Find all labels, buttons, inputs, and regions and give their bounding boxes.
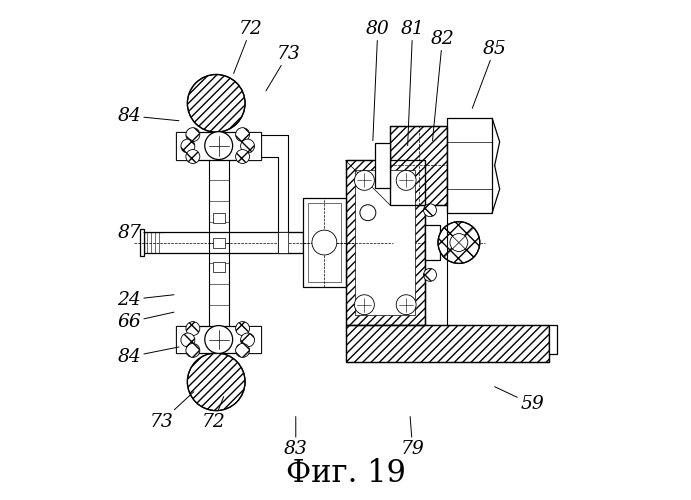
- Text: 84: 84: [117, 347, 179, 366]
- Circle shape: [186, 128, 200, 141]
- Bar: [213, 212, 225, 222]
- Bar: [176, 326, 261, 353]
- Circle shape: [424, 204, 437, 216]
- Bar: [140, 228, 144, 256]
- Text: 73: 73: [266, 44, 300, 91]
- Bar: [246, 132, 261, 160]
- Circle shape: [354, 294, 375, 314]
- Bar: [213, 262, 225, 272]
- Circle shape: [424, 268, 437, 281]
- Text: 82: 82: [430, 30, 455, 140]
- Text: 85: 85: [472, 40, 507, 108]
- Bar: [303, 198, 346, 288]
- Circle shape: [240, 139, 254, 153]
- Circle shape: [181, 139, 195, 153]
- Text: 87: 87: [117, 224, 164, 242]
- Circle shape: [187, 353, 245, 410]
- Circle shape: [438, 222, 480, 264]
- Circle shape: [396, 170, 416, 190]
- Circle shape: [186, 344, 200, 357]
- Bar: [308, 203, 341, 282]
- Bar: [176, 132, 191, 160]
- Bar: [346, 160, 425, 324]
- Circle shape: [396, 294, 416, 314]
- Bar: [144, 232, 303, 253]
- Circle shape: [236, 128, 249, 141]
- Circle shape: [186, 322, 200, 336]
- Text: 84: 84: [117, 107, 179, 124]
- Bar: [355, 170, 415, 314]
- Circle shape: [312, 230, 337, 255]
- Bar: [448, 118, 492, 212]
- Bar: [176, 326, 191, 353]
- Bar: [375, 143, 390, 188]
- Text: 72: 72: [234, 20, 263, 74]
- Bar: [346, 324, 549, 362]
- Circle shape: [236, 150, 249, 164]
- Text: 81: 81: [401, 20, 424, 146]
- Circle shape: [205, 132, 233, 160]
- Bar: [390, 126, 448, 205]
- Bar: [549, 324, 557, 354]
- Circle shape: [360, 205, 376, 220]
- Text: 73: 73: [150, 392, 194, 430]
- Bar: [246, 326, 261, 353]
- Bar: [346, 160, 425, 324]
- Bar: [425, 225, 440, 260]
- Bar: [278, 232, 288, 254]
- Circle shape: [181, 333, 195, 347]
- Text: 72: 72: [202, 396, 225, 430]
- Bar: [346, 324, 549, 362]
- Circle shape: [354, 170, 375, 190]
- Text: 59: 59: [495, 386, 544, 413]
- Circle shape: [187, 74, 245, 132]
- Circle shape: [240, 333, 254, 347]
- Text: 83: 83: [284, 416, 307, 458]
- Circle shape: [236, 344, 249, 357]
- Bar: [176, 132, 261, 160]
- Text: 80: 80: [366, 20, 390, 140]
- Text: Фиг. 19: Фиг. 19: [285, 458, 406, 489]
- Circle shape: [236, 322, 249, 336]
- Text: 79: 79: [401, 416, 424, 458]
- Bar: [390, 126, 448, 205]
- Text: 24: 24: [117, 290, 174, 308]
- Circle shape: [450, 234, 468, 252]
- Circle shape: [186, 150, 200, 164]
- Bar: [213, 238, 225, 248]
- Circle shape: [205, 326, 233, 353]
- Text: 66: 66: [117, 312, 174, 331]
